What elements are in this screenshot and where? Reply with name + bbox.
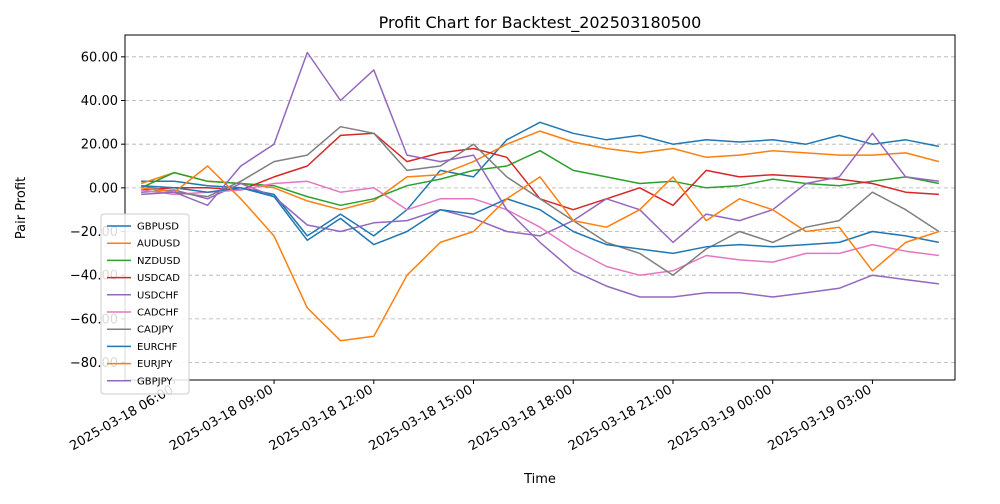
y-axis-label: Pair Profit bbox=[14, 177, 29, 239]
chart-title: Profit Chart for Backtest_202503180500 bbox=[379, 13, 702, 33]
plot-frame bbox=[124, 34, 956, 381]
y-tick-label: 40.00 bbox=[81, 94, 118, 109]
legend-label: USDCAD bbox=[137, 273, 180, 284]
y-tick-label: 0.00 bbox=[89, 181, 118, 196]
legend-label: AUDUSD bbox=[137, 239, 181, 250]
series-line-eurjpy bbox=[141, 165, 940, 342]
legend-label: NZDUSD bbox=[137, 256, 181, 267]
legend-label: CADJPY bbox=[137, 325, 174, 336]
legend-label: CADCHF bbox=[137, 308, 179, 319]
series-line-audusd bbox=[140, 130, 940, 211]
legend-label: USDCHF bbox=[137, 290, 179, 301]
legend-label: EURCHF bbox=[137, 342, 178, 353]
series-line-eurchf bbox=[141, 184, 940, 255]
legend-label: GBPUSD bbox=[137, 222, 179, 233]
series-line-cadchf bbox=[141, 180, 939, 276]
y-tick-label: 20.00 bbox=[81, 138, 118, 153]
legend-label: GBPJPY bbox=[137, 376, 173, 387]
series-line-gbpusd bbox=[141, 121, 940, 237]
legend: GBPUSD AUDUSD NZDUSD USDCAD USDCHF CADCHF CADJ… bbox=[100, 213, 190, 395]
legend-label: EURJPY bbox=[137, 359, 173, 370]
series-line-cadjpy bbox=[140, 125, 940, 276]
x-axis-label: Time bbox=[523, 472, 556, 487]
y-tick-label: 60.00 bbox=[81, 50, 118, 65]
series-line-gbpjpy bbox=[141, 51, 939, 298]
legend-box bbox=[100, 213, 190, 395]
